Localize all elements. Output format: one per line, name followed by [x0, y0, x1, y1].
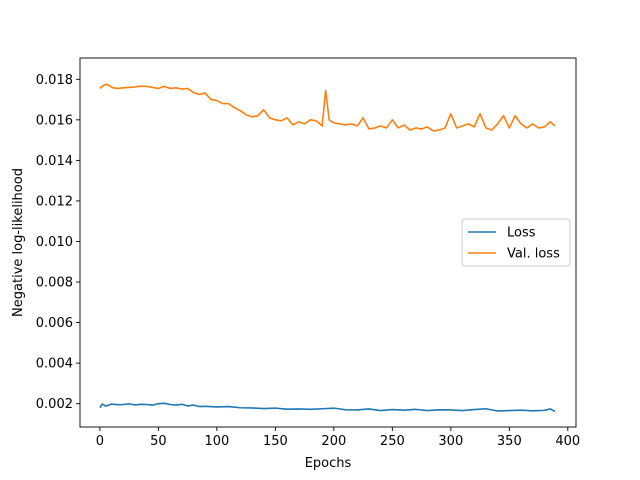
y-tick-label: 0.004 — [36, 357, 73, 372]
y-tick-label: 0.006 — [36, 316, 73, 331]
legend-label: Loss — [507, 226, 536, 241]
x-tick-label: 400 — [555, 434, 580, 449]
x-tick-label: 250 — [380, 434, 405, 449]
x-axis-label: Epochs — [305, 456, 352, 471]
y-tick-label: 0.018 — [36, 73, 73, 88]
series-line-loss — [99, 402, 556, 413]
x-tick-label: 350 — [497, 434, 522, 449]
x-tick-label: 100 — [204, 434, 229, 449]
y-tick-label: 0.008 — [36, 276, 73, 291]
axes-frame — [79, 57, 577, 428]
y-tick-label: 0.012 — [36, 194, 73, 209]
y-axis-label: Negative log-likelihood — [11, 168, 26, 317]
y-tick-label: 0.014 — [36, 154, 73, 169]
legend-box — [461, 218, 571, 267]
x-tick-label: 150 — [263, 434, 288, 449]
y-tick-label: 0.016 — [36, 113, 73, 128]
series-line-val-loss — [99, 83, 556, 132]
x-tick-label: 300 — [438, 434, 463, 449]
legend: Loss Val. loss — [461, 218, 571, 267]
series-layer — [99, 83, 556, 413]
x-tick-label: 200 — [321, 434, 346, 449]
y-tick-label: 0.002 — [36, 397, 73, 412]
axes-layer: 0 50 100 150 200 250 300 350 400 0.002 0.004 0.006 0… — [36, 57, 580, 449]
y-tick-label: 0.010 — [36, 235, 73, 250]
legend-label: Val. loss — [507, 247, 560, 262]
x-tick-label: 0 — [96, 434, 104, 449]
x-tick-label: 50 — [150, 434, 167, 449]
